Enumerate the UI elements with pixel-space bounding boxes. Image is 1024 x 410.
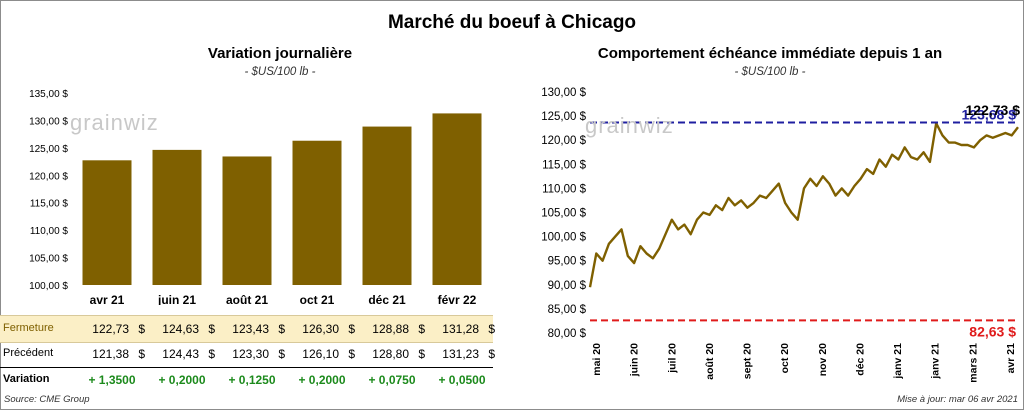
y-tick-label: 105,00 $: [29, 254, 68, 265]
x-tick-label: juin 21: [157, 293, 196, 305]
high-value-label: 123,68 $: [962, 106, 1017, 122]
bar: [362, 126, 412, 285]
y-tick-label: 125,00 $: [541, 111, 586, 123]
y-tick-label: 100,00 $: [29, 281, 68, 292]
y-tick-label: 110,00 $: [542, 183, 587, 195]
x-tick-label: déc 20: [854, 343, 866, 376]
table-row-precedent: Précédent 121,38 $ 124,43 $ 123,30 $ 126,10…: [0, 341, 495, 368]
x-tick-label: janv 21: [892, 343, 904, 380]
x-tick-label: juil 20: [666, 343, 678, 374]
precedent-cell: 128,80 $: [372, 347, 425, 361]
variation-cell: + 0,1250: [228, 373, 276, 387]
table-row-fermeture: Fermeture 122,73 $ 124,63 $ 123,43 $ 126,30…: [0, 315, 495, 343]
x-tick-label: déc 21: [368, 293, 406, 305]
y-tick-label: 130,00 $: [29, 116, 68, 127]
table-row-variation: Variation + 1,3500 + 0,2000 + 0,1250 + 0…: [0, 367, 493, 393]
precedent-label: Précédent: [3, 347, 54, 359]
x-tick-label: juin 20: [629, 343, 641, 377]
x-tick-label: nov 20: [817, 343, 829, 376]
x-tick-label: mai 20: [591, 343, 603, 376]
variation-label: Variation: [3, 373, 50, 385]
fermeture-cell: 122,73 $: [92, 322, 145, 336]
update-note: Mise à jour: mar 06 avr 2021: [897, 394, 1018, 405]
y-tick-label: 85,00 $: [548, 304, 587, 316]
page-title: Marché du boeuf à Chicago: [387, 12, 637, 33]
variation-cell: + 0,0500: [438, 373, 486, 387]
grainwiz-watermark-right: grainwiz: [585, 113, 674, 138]
variation-cell: + 0,2000: [158, 373, 206, 387]
x-tick-label: avr 21: [90, 293, 125, 305]
fermeture-cell: 123,43 $: [232, 322, 285, 336]
y-tick-label: 105,00 $: [541, 208, 586, 220]
fermeture-cell: 131,28 $: [442, 322, 495, 336]
y-tick-label: 90,00 $: [548, 280, 587, 292]
bar: [222, 156, 272, 285]
precedent-cell: 123,30 $: [232, 347, 285, 361]
x-tick-label: oct 21: [300, 293, 335, 305]
y-tick-label: 115,00 $: [542, 159, 587, 171]
y-tick-label: 135,00 $: [29, 89, 68, 100]
precedent-cell: 131,23 $: [442, 347, 495, 361]
fermeture-cell: 124,63 $: [162, 322, 215, 336]
y-tick-label: 120,00 $: [541, 135, 586, 147]
y-tick-label: 130,00 $: [541, 87, 586, 99]
variation-cell: + 0,0750: [368, 373, 416, 387]
y-tick-label: 95,00 $: [548, 256, 587, 268]
x-tick-label: sept 20: [742, 343, 754, 379]
y-tick-label: 115,00 $: [30, 199, 69, 210]
bar-chart: 100,00 $ 105,00 $ 110,00 $ 115,00 $ 120,00 $…: [29, 89, 482, 305]
fermeture-cell: 128,88 $: [372, 322, 425, 336]
x-tick-label: oct 20: [779, 343, 791, 374]
source-note: Source: CME Group: [4, 394, 90, 405]
y-tick-label: 110,00 $: [30, 226, 69, 237]
y-tick-label: 100,00 $: [541, 232, 586, 244]
x-tick-label: août 21: [226, 293, 268, 305]
x-tick-label: janv 21: [930, 343, 942, 380]
fermeture-cell: 126,30 $: [302, 322, 355, 336]
bar: [432, 113, 482, 285]
variation-cell: + 0,2000: [298, 373, 346, 387]
right-chart-subtitle: Comportement échéance immédiate depuis 1…: [597, 45, 943, 62]
y-tick-label: 125,00 $: [29, 144, 68, 155]
y-tick-label: 120,00 $: [29, 171, 68, 182]
left-chart-units: - $US/100 lb -: [244, 66, 316, 78]
series-line: [588, 122, 1019, 288]
bar: [82, 160, 132, 285]
x-tick-label: mars 21: [967, 343, 979, 383]
fermeture-label: Fermeture: [3, 322, 54, 334]
bar: [292, 140, 342, 285]
x-tick-label: févr 22: [438, 293, 477, 305]
grainwiz-watermark-left: grainwiz: [70, 110, 159, 135]
right-chart-units: - $US/100 lb -: [734, 66, 806, 78]
left-chart-subtitle: Variation journalière: [207, 45, 353, 62]
precedent-cell: 126,10 $: [302, 347, 355, 361]
bar: [152, 149, 202, 285]
line-chart: 80,00 $ 85,00 $ 90,00 $ 95,00 $ 100,00 $ 105,…: [541, 87, 1021, 383]
precedent-cell: 121,38 $: [92, 347, 145, 361]
last-value-label: 122,73 $: [966, 102, 1021, 118]
x-tick-label: août 20: [704, 343, 716, 380]
x-tick-label: avr 21: [1005, 343, 1017, 374]
precedent-cell: 124,43 $: [162, 347, 215, 361]
low-value-label: 82,63 $: [969, 323, 1016, 339]
variation-cell: + 1,3500: [88, 373, 136, 387]
y-tick-label: 80,00 $: [548, 328, 587, 340]
